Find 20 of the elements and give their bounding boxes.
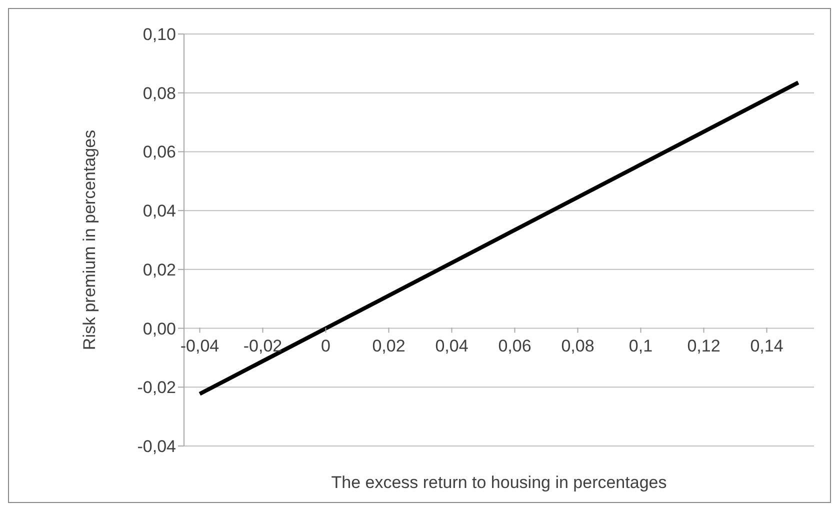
y-tick-label: 0,06 bbox=[142, 142, 176, 162]
x-tick-label: 0,12 bbox=[687, 336, 720, 356]
y-tick-label: 0,10 bbox=[142, 25, 176, 44]
x-tick-label: -0,04 bbox=[180, 336, 220, 356]
x-tick-label: 0,1 bbox=[628, 336, 653, 356]
x-tick-label: 0,02 bbox=[372, 336, 406, 356]
y-tick-label: -0,04 bbox=[137, 437, 176, 456]
x-tick-label: 0 bbox=[321, 336, 330, 356]
x-axis-title: The excess return to housing in percentages bbox=[331, 473, 667, 492]
x-tick-label: 0,06 bbox=[498, 336, 532, 356]
y-tick-label: 0,08 bbox=[142, 84, 176, 103]
x-tick-label: -0,02 bbox=[243, 336, 282, 356]
y-tick-label: 0,04 bbox=[142, 202, 176, 221]
y-axis-title: Risk premium in percentages bbox=[80, 130, 100, 350]
y-tick-label: -0,02 bbox=[137, 378, 176, 398]
x-tick-label: 0,14 bbox=[750, 336, 784, 356]
x-tick-label: 0,04 bbox=[435, 336, 468, 356]
x-tick-label: 0,08 bbox=[561, 336, 594, 356]
y-tick-label: 0,00 bbox=[142, 319, 176, 338]
y-tick-label: 0,02 bbox=[142, 260, 176, 280]
